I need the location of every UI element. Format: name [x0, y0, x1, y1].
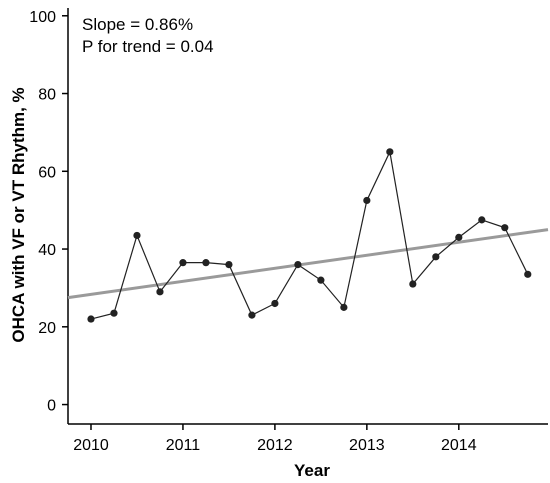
x-tick-label: 2010	[73, 437, 109, 454]
data-point	[179, 259, 187, 267]
y-tick-label: 20	[38, 320, 56, 337]
y-axis-title: OHCA with VF or VT Rhythm, %	[9, 87, 28, 342]
data-point	[455, 233, 463, 241]
data-point	[317, 276, 325, 284]
data-point	[340, 303, 348, 311]
data-point	[432, 253, 440, 261]
data-point	[501, 224, 509, 232]
p-trend-annotation: P for trend = 0.04	[82, 37, 214, 56]
axes: 0 20 40 60 80 100 2010 2011 2012 2013 2014	[29, 8, 548, 454]
data-point	[87, 315, 95, 323]
data-point	[202, 259, 210, 267]
x-tick-label: 2012	[257, 437, 293, 454]
data-point	[294, 260, 302, 269]
data-point	[133, 231, 141, 240]
data-point	[225, 260, 233, 269]
trend-line	[67, 228, 549, 300]
data-point	[110, 309, 118, 317]
data-point	[271, 299, 279, 308]
trend-line-group	[67, 228, 549, 300]
y-tick-label: 80	[38, 87, 56, 104]
x-axis-title: Year	[294, 461, 330, 480]
series-line	[90, 149, 529, 320]
data-point	[156, 288, 164, 296]
data-point	[478, 216, 486, 224]
data-point	[524, 270, 532, 278]
y-tick-label: 60	[38, 164, 56, 181]
y-tick-label: 100	[29, 9, 56, 26]
y-tick-label: 40	[38, 242, 56, 259]
x-tick-label: 2013	[349, 437, 385, 454]
x-tick-label: 2014	[441, 437, 477, 454]
data-point	[248, 311, 256, 319]
data-point	[409, 280, 417, 288]
y-tick-label: 0	[47, 398, 56, 415]
slope-annotation: Slope = 0.86%	[82, 15, 193, 34]
data-series	[87, 148, 532, 323]
data-point	[386, 148, 394, 156]
data-point	[363, 196, 371, 205]
x-tick-label: 2011	[166, 437, 201, 454]
